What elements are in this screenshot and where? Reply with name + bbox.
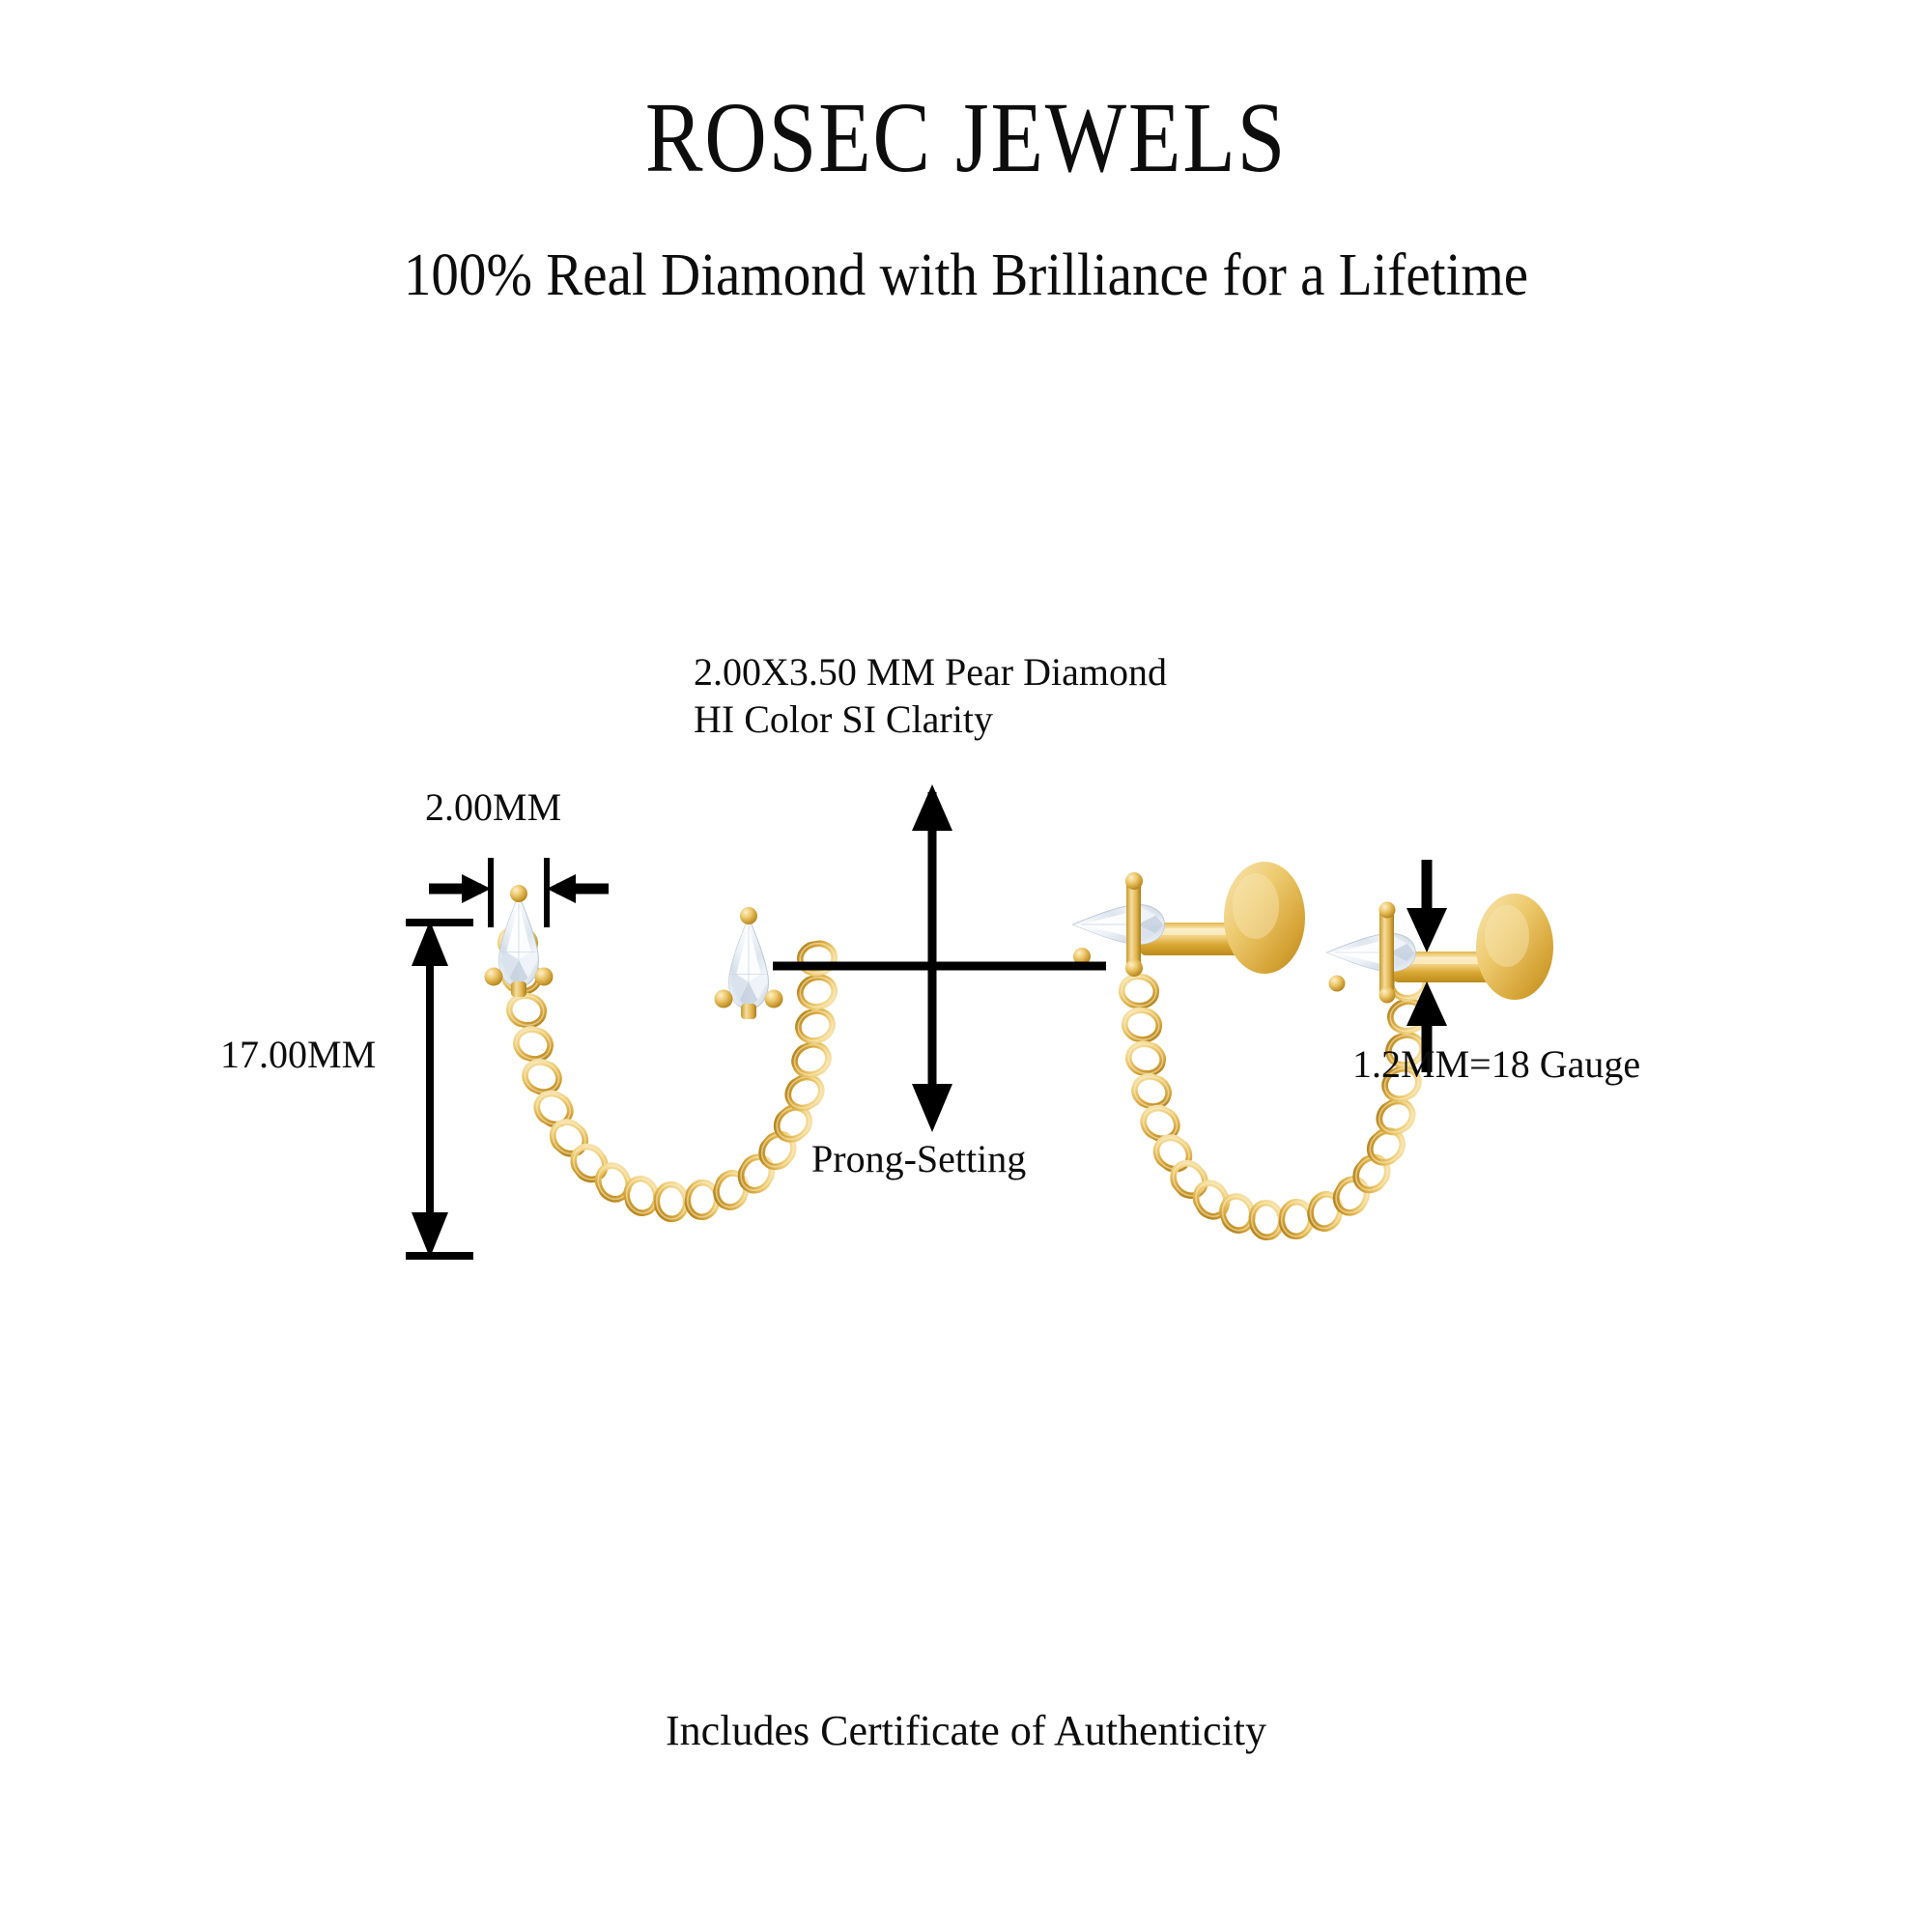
flat-disc-back-right — [1476, 894, 1553, 1000]
certificate-note: Includes Certificate of Authenticity — [666, 1707, 1266, 1754]
page-title: ROSEC JEWELS — [644, 82, 1288, 193]
diamond-spec-line-1: 2.00X3.50 MM Pear Diamond — [694, 650, 1167, 694]
dimension-post-gauge — [1406, 860, 1447, 1072]
dimension-drop-length — [406, 919, 473, 1260]
pear-diamond-left-front-second — [714, 907, 783, 1019]
chain-right — [1121, 966, 1429, 1238]
right-labret-earring-side — [1071, 862, 1553, 1238]
prong-right — [534, 967, 554, 986]
dimension-stone-width — [429, 858, 609, 927]
pear-diamond-left-front — [484, 885, 554, 997]
stone-width-callout: 2.00MM — [425, 785, 562, 829]
page-subtitle: 100% Real Diamond with Brilliance for a … — [403, 242, 1529, 308]
diamond-spec-line-2: HI Color SI Clarity — [694, 696, 993, 741]
prong-left — [484, 967, 503, 986]
labret-stud-left — [1071, 862, 1305, 977]
diamond-spec-callout: 2.00X3.50 MM Pear Diamond HI Color SI Cl… — [694, 649, 1167, 744]
leader-diamond-spec — [773, 784, 1106, 971]
prong-top — [510, 885, 527, 902]
leader-prong-setting — [912, 966, 952, 1132]
labret-stud-right — [1326, 894, 1553, 1004]
flat-disc-back — [1224, 862, 1305, 974]
drop-length-callout: 17.00MM — [220, 1033, 377, 1076]
post-gauge-callout: 1.2MM=18 Gauge — [1352, 1042, 1641, 1086]
prong-setting-callout: Prong-Setting — [811, 1137, 1027, 1180]
left-chain-earring-front — [484, 885, 838, 1220]
setting-rail — [1126, 877, 1141, 974]
